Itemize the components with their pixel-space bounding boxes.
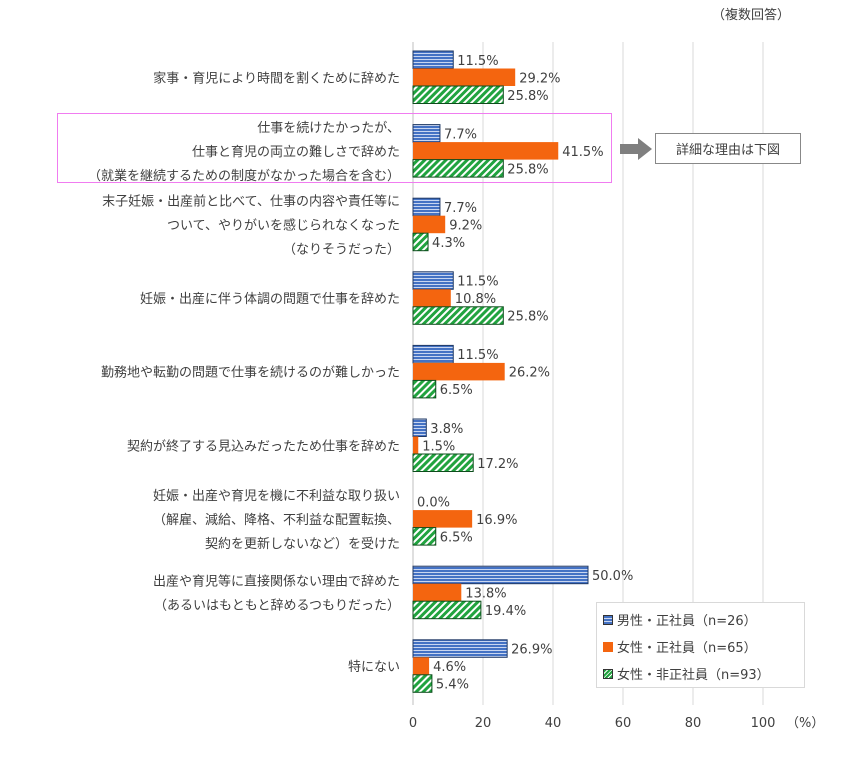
x-unit-label: （%） — [786, 716, 824, 731]
category-label: （解雇、減給、降格、不利益な配置転換、 — [153, 512, 400, 528]
data-label: 25.8% — [507, 162, 548, 177]
data-label: 11.5% — [457, 348, 498, 363]
category-label: （あるいはもともと辞めるつもりだった） — [154, 598, 400, 613]
legend-item-female-regular: 女性・正社員（n=65） — [603, 633, 804, 660]
category-label: （就業を継続するための制度がなかった場合を含む） — [88, 168, 400, 184]
category-label: 特にない — [348, 660, 400, 675]
category-label: ついて、やりがいを感じられなくなった — [167, 217, 400, 233]
data-label: 29.2% — [519, 71, 560, 86]
legend: 男性・正社員（n=26） 女性・正社員（n=65） 女性・非正社員（n=93） — [596, 602, 805, 688]
legend-label: 女性・正社員（n=65） — [617, 641, 757, 656]
data-label: 25.8% — [507, 89, 548, 104]
bar-series-1 — [413, 68, 516, 86]
data-label: 6.5% — [440, 383, 473, 398]
data-label: 10.8% — [455, 292, 496, 307]
x-tick-label: 60 — [615, 716, 632, 731]
bar-series-0 — [412, 197, 441, 217]
data-label: 6.5% — [440, 530, 473, 545]
data-label: 9.2% — [449, 218, 482, 233]
data-label: 1.5% — [422, 439, 455, 454]
callout-box: 詳細な理由は下図 — [655, 133, 801, 164]
data-label: 13.8% — [465, 586, 506, 601]
category-label: 家事・育児により時間を割くために辞めた — [153, 70, 400, 86]
bar-series-1 — [413, 362, 505, 381]
bar-series-1 — [413, 436, 419, 454]
legend-item-male-regular: 男性・正社員（n=26） — [603, 606, 804, 633]
category-label: 妊娠・出産に伴う体調の問題で仕事を辞めた — [140, 291, 400, 307]
bar-series-1 — [413, 215, 446, 234]
x-tick-label: 0 — [409, 716, 417, 731]
bar-series-1 — [413, 657, 430, 675]
data-label: 11.5% — [457, 275, 498, 290]
data-label: 26.2% — [509, 366, 550, 381]
legend-item-female-nonregular: 女性・非正社員（n=93） — [603, 660, 804, 687]
data-label: 0.0% — [417, 495, 450, 510]
category-label: （なりそうだった） — [283, 242, 400, 257]
bar-series-2 — [412, 232, 429, 252]
data-label: 7.7% — [444, 127, 477, 142]
data-label: 41.5% — [562, 145, 603, 160]
bar-series-2 — [412, 379, 437, 399]
data-label: 26.9% — [511, 643, 552, 658]
bar-series-1 — [413, 583, 462, 602]
bar-series-2 — [412, 85, 504, 104]
bar-series-1 — [413, 510, 473, 528]
data-label: 25.8% — [507, 310, 548, 325]
highlight-box — [57, 113, 612, 183]
data-label: 3.8% — [430, 422, 463, 437]
right-arrow-icon — [620, 138, 652, 160]
category-label: 妊娠・出産や育児を機に不利益な取り扱い — [153, 488, 400, 504]
bar-series-1 — [413, 142, 559, 160]
data-label: 4.6% — [433, 660, 466, 675]
x-tick-label: 20 — [475, 716, 492, 731]
bar-series-0 — [412, 344, 454, 364]
bar-series-2 — [412, 306, 504, 325]
data-label: 11.5% — [457, 54, 498, 69]
bar-series-2 — [412, 674, 433, 693]
multiple-answer-note: （複数回答） — [712, 8, 791, 23]
bar-series-0 — [412, 271, 454, 290]
bar-series-2 — [412, 159, 504, 178]
data-label: 16.9% — [476, 513, 517, 528]
legend-label: 女性・非正社員（n=93） — [617, 668, 770, 683]
bar-series-2 — [412, 527, 437, 546]
bar-series-0 — [412, 639, 508, 658]
data-label: 4.3% — [432, 236, 465, 251]
data-label: 19.4% — [485, 604, 526, 619]
legend-swatch-icon — [603, 668, 613, 679]
bar-series-1 — [413, 289, 451, 307]
legend-swatch-icon — [603, 641, 613, 652]
bar-series-2 — [412, 600, 482, 620]
category-label: 仕事と育児の両立の難しさで辞めた — [192, 144, 400, 160]
category-label: 仕事を続けたかったが、 — [257, 121, 400, 136]
category-label: 契約が終了する見込みだったため仕事を辞めた — [127, 438, 400, 454]
bar-series-0 — [412, 565, 589, 585]
legend-swatch-icon — [603, 614, 613, 625]
bar-series-0 — [412, 50, 454, 69]
x-tick-label: 100 — [751, 716, 776, 731]
category-label: 末子妊娠・出産前と比べて、仕事の内容や責任等に — [102, 193, 400, 209]
category-label: 出産や育児等に直接関係ない理由で辞めた — [153, 573, 400, 589]
x-tick-label: 80 — [685, 716, 702, 731]
data-label: 50.0% — [592, 569, 633, 584]
data-label: 17.2% — [477, 457, 518, 472]
data-label: 5.4% — [436, 678, 469, 693]
data-label: 7.7% — [444, 201, 477, 216]
x-tick-label: 40 — [545, 716, 562, 731]
bar-series-0 — [412, 418, 427, 437]
legend-label: 男性・正社員（n=26） — [617, 614, 757, 629]
category-label: 契約を更新しないなど）を受けた — [205, 536, 400, 552]
bar-series-2 — [412, 453, 474, 472]
category-label: 勤務地や転勤の問題で仕事を続けるのが難しかった — [101, 366, 400, 381]
